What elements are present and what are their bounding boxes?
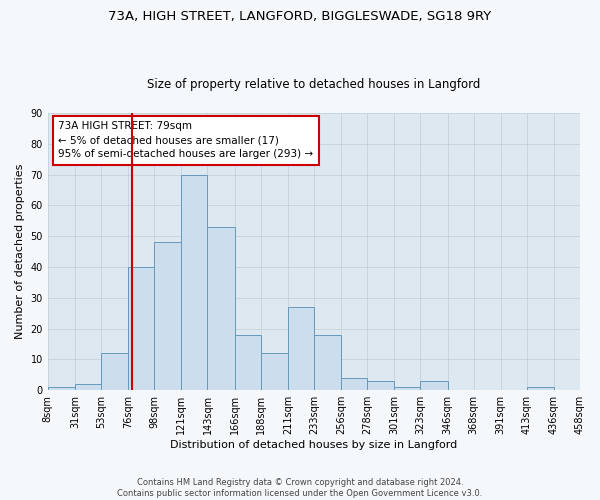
Bar [75, 384, 101, 390]
Bar [101, 353, 128, 390]
Bar [314, 335, 341, 390]
X-axis label: Distribution of detached houses by size in Langford: Distribution of detached houses by size … [170, 440, 458, 450]
Bar [394, 387, 421, 390]
Bar [421, 381, 448, 390]
Bar [48, 387, 75, 390]
Bar [527, 387, 554, 390]
Bar [128, 267, 154, 390]
Bar [341, 378, 367, 390]
Bar [260, 353, 288, 390]
Bar [288, 307, 314, 390]
Title: Size of property relative to detached houses in Langford: Size of property relative to detached ho… [147, 78, 481, 91]
Bar [367, 381, 394, 390]
Bar [181, 174, 208, 390]
Text: Contains HM Land Registry data © Crown copyright and database right 2024.
Contai: Contains HM Land Registry data © Crown c… [118, 478, 482, 498]
Y-axis label: Number of detached properties: Number of detached properties [15, 164, 25, 340]
Text: 73A, HIGH STREET, LANGFORD, BIGGLESWADE, SG18 9RY: 73A, HIGH STREET, LANGFORD, BIGGLESWADE,… [109, 10, 491, 23]
Bar [154, 242, 181, 390]
Text: 73A HIGH STREET: 79sqm
← 5% of detached houses are smaller (17)
95% of semi-deta: 73A HIGH STREET: 79sqm ← 5% of detached … [58, 122, 314, 160]
Bar [208, 227, 235, 390]
Bar [235, 335, 260, 390]
